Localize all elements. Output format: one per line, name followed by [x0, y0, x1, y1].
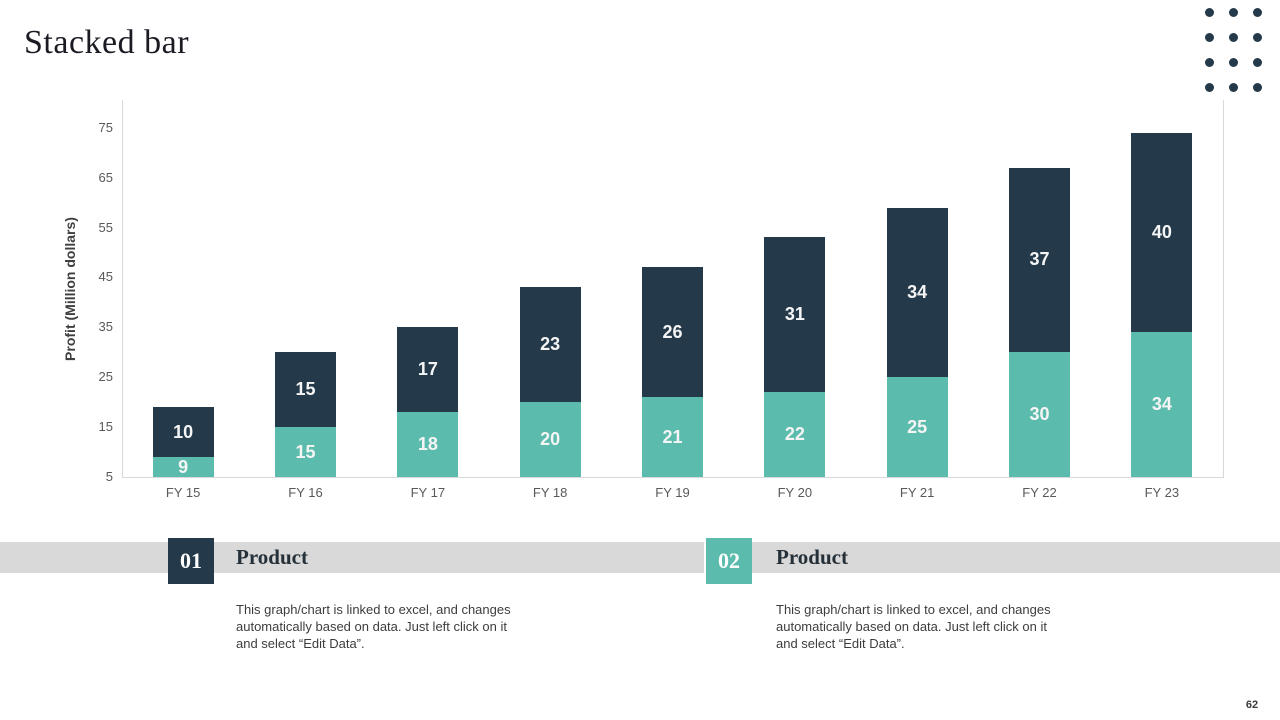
dot	[1205, 58, 1214, 67]
x-tick-label: FY 22	[1022, 485, 1057, 500]
section-number-badge-1[interactable]: 01	[168, 538, 214, 584]
x-tick-label: FY 20	[777, 485, 813, 500]
dot	[1253, 33, 1262, 42]
dot	[1229, 58, 1238, 67]
bar-segment-top[interactable]: 17	[397, 327, 459, 413]
bar-segment-bottom[interactable]: 15	[275, 427, 336, 477]
section-band-2	[707, 542, 1280, 573]
y-tick-label: 65	[98, 169, 113, 185]
section-number-badge-2[interactable]: 02	[706, 538, 752, 584]
x-tick-label: FY 15	[165, 485, 201, 500]
bar-segment-top[interactable]: 10	[152, 407, 214, 458]
plot-right-border	[1223, 100, 1224, 477]
description-line: automatically based on data. Just left c…	[236, 619, 507, 634]
x-tick-label: FY 21	[899, 485, 935, 500]
x-axis-line	[122, 477, 1224, 478]
bar-segment-top[interactable]: 40	[1131, 132, 1193, 333]
y-tick-label: 15	[98, 419, 113, 435]
dot	[1229, 33, 1238, 42]
bar-segment-top[interactable]: 23	[519, 287, 581, 403]
section-title-1: Product	[236, 545, 308, 569]
x-tick-label: FY 23	[1144, 485, 1180, 500]
y-tick-label: 35	[98, 319, 113, 335]
bar-segment-top[interactable]: 26	[642, 267, 703, 398]
y-tick-label: 75	[98, 119, 113, 135]
description-line: and select “Edit Data”.	[776, 636, 905, 651]
bar-segment-top[interactable]: 15	[275, 352, 336, 428]
page-title: Stacked bar	[24, 24, 190, 61]
dot	[1253, 83, 1262, 92]
bar-segment-bottom[interactable]: 30	[1009, 352, 1070, 477]
dots-grid-icon	[1205, 8, 1263, 92]
x-tick-label: FY 19	[655, 485, 690, 500]
description-line: This graph/chart is linked to excel, and…	[776, 602, 1051, 617]
y-tick-label: 55	[98, 219, 113, 235]
bar-segment-bottom[interactable]: 22	[764, 392, 826, 477]
stacked-bar-chart[interactable]: Profit (Million dollars) 5 15 25 35 45 55 65 75…	[0, 0, 1280, 500]
dot	[1205, 83, 1214, 92]
dot	[1253, 8, 1262, 17]
y-tick-label: 45	[98, 269, 113, 285]
dot	[1205, 33, 1214, 42]
bar-segment-top[interactable]: 31	[764, 237, 826, 393]
section-band-1	[0, 542, 704, 573]
y-axis-line	[122, 100, 123, 477]
dot	[1205, 8, 1214, 17]
description-line: and select “Edit Data”.	[236, 636, 365, 651]
x-tick-label: FY 16	[288, 485, 323, 500]
bar-segment-top[interactable]: 37	[1009, 167, 1070, 353]
dot	[1253, 58, 1262, 67]
bar-segment-bottom[interactable]: 34	[1131, 332, 1193, 477]
description-line: automatically based on data. Just left c…	[776, 619, 1047, 634]
bar-segment-bottom[interactable]: 18	[397, 412, 459, 477]
x-tick-label: FY 17	[410, 485, 446, 500]
x-tick-label: FY 18	[532, 485, 568, 500]
section-description-2: This graph/chart is linked to excel, and…	[776, 601, 1051, 652]
dot	[1229, 8, 1238, 17]
y-tick-label: 5	[105, 469, 113, 484]
page-number: 62	[1245, 699, 1259, 711]
dot	[1229, 83, 1238, 92]
bar-segment-bottom[interactable]: 20	[519, 402, 581, 477]
bar-segment-bottom[interactable]: 21	[642, 397, 703, 477]
y-tick-label: 25	[98, 369, 113, 385]
bar-segment-bottom[interactable]: 9	[152, 457, 214, 477]
bar-segment-bottom[interactable]: 25	[886, 377, 948, 477]
description-line: This graph/chart is linked to excel, and…	[236, 602, 511, 617]
y-axis-title: Profit (Million dollars)	[62, 217, 78, 361]
bar-segment-top[interactable]: 34	[886, 207, 948, 378]
section-title-2: Product	[776, 545, 848, 569]
section-description-1: This graph/chart is linked to excel, and…	[236, 601, 511, 652]
